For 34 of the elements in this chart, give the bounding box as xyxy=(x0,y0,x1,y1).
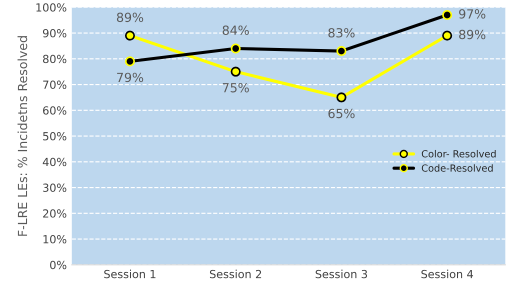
point xyxy=(124,56,135,66)
y-tick-label: 10% xyxy=(43,235,66,244)
x-tick-label: Session 1 xyxy=(104,270,156,278)
data-label: 97% xyxy=(459,9,486,19)
y-tick-label: 100% xyxy=(36,3,66,12)
y-tick-label: 80% xyxy=(43,54,66,64)
data-label: 65% xyxy=(328,108,355,118)
y-tick-label: 70% xyxy=(43,80,66,89)
y-tick-label: 30% xyxy=(43,184,66,192)
y-tick-label: 50% xyxy=(43,132,66,140)
data-label: 89% xyxy=(116,12,144,22)
y-tick-label: 20% xyxy=(43,209,66,218)
point xyxy=(442,10,452,20)
x-tick-label: Session 4 xyxy=(421,270,474,278)
point xyxy=(336,46,346,56)
point xyxy=(442,30,452,41)
legend-label: Code-Resolved xyxy=(422,164,493,172)
x-tick-label: Session 3 xyxy=(316,270,368,278)
data-label: 84% xyxy=(222,25,249,35)
y-tick-label: 0% xyxy=(50,260,66,270)
y-tick-label: 90% xyxy=(42,29,66,38)
data-label: 75% xyxy=(222,82,249,92)
y-axis-title: F-LRE LEs: % Incidetns Resolved xyxy=(18,36,28,236)
y-tick-label: 60% xyxy=(43,106,66,115)
y-tick-label: 40% xyxy=(42,158,66,166)
point xyxy=(230,43,241,54)
data-label: 83% xyxy=(328,28,355,38)
data-label: 79% xyxy=(117,72,144,82)
point xyxy=(230,66,241,77)
data-label: 89% xyxy=(459,30,486,40)
point xyxy=(336,92,346,102)
point xyxy=(124,30,135,41)
legend-label: Color- Resolved xyxy=(422,150,496,158)
x-tick-label: Session 2 xyxy=(210,270,262,278)
